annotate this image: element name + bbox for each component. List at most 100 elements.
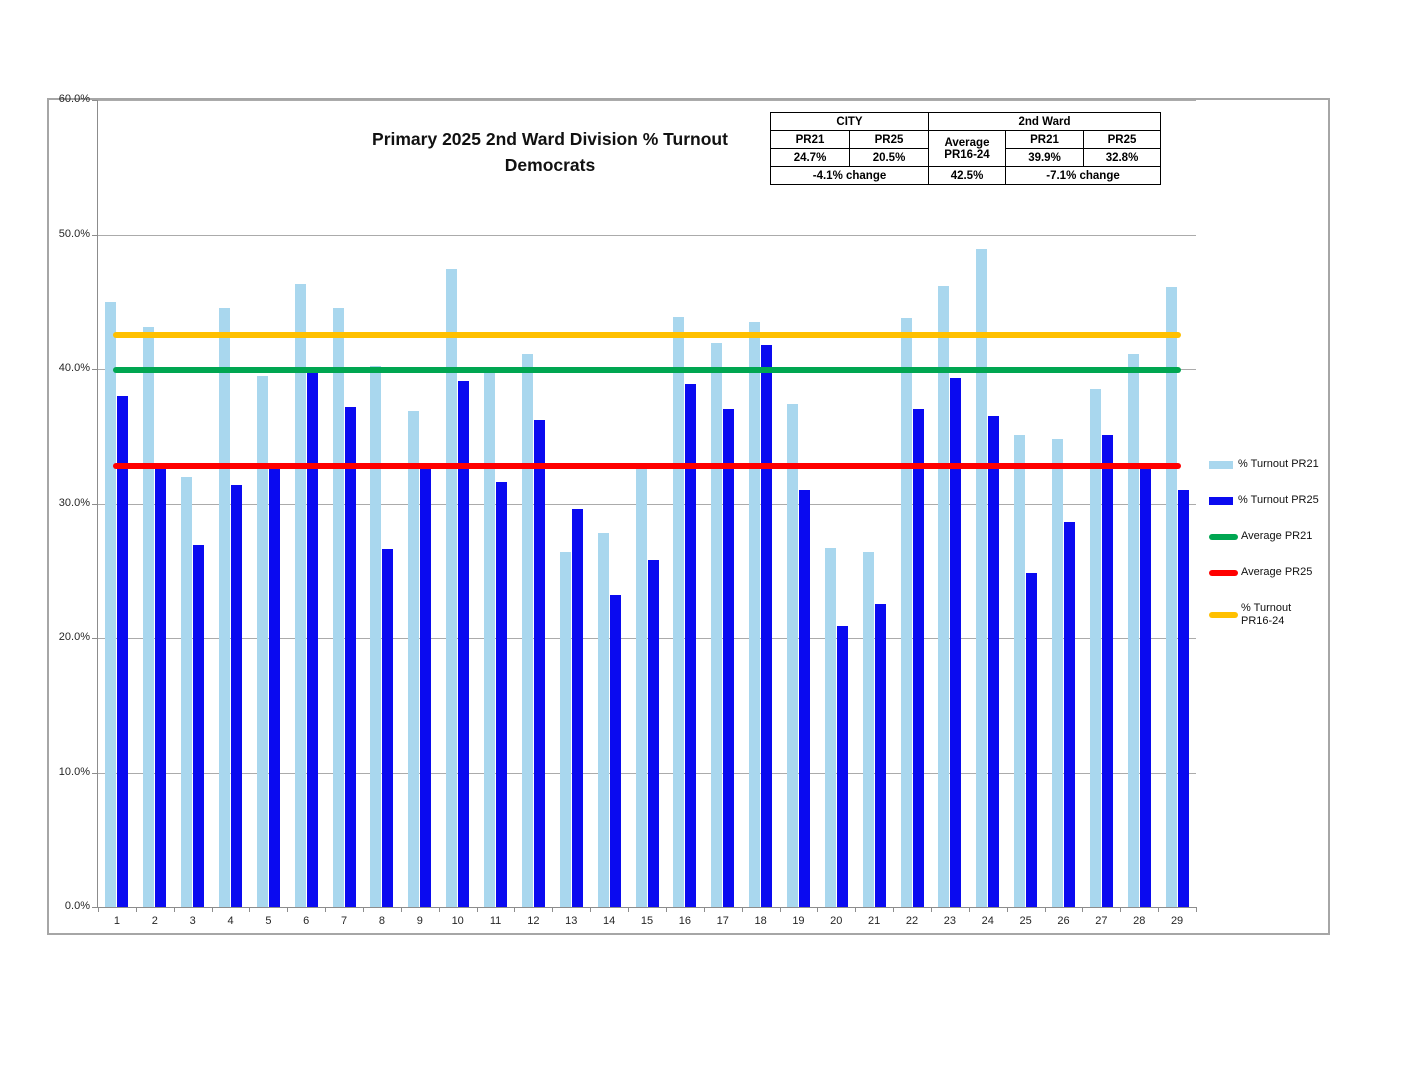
x-axis-tick xyxy=(665,907,667,912)
bar-pr21-division-7 xyxy=(332,308,344,907)
legend-label: % Turnout PR16-24 xyxy=(1241,602,1292,627)
bar-pr25-division-5 xyxy=(268,465,280,907)
bar-pr25-division-27 xyxy=(1101,434,1113,907)
bar-pr25-division-4 xyxy=(231,484,243,907)
x-axis-tick xyxy=(135,907,137,912)
bar-pr21-division-12 xyxy=(521,354,533,907)
x-axis-tick xyxy=(968,907,970,912)
y-axis-tick xyxy=(92,100,98,101)
bar-pr21-division-25 xyxy=(1014,434,1026,907)
stats-ward-avg-value: 42.5% xyxy=(928,166,1006,185)
x-axis-tick xyxy=(1120,907,1122,912)
x-axis-label-11: 11 xyxy=(489,915,502,927)
bar-pr25-division-9 xyxy=(420,465,432,907)
y-axis-tick-label: 60.0% xyxy=(58,93,90,105)
bar-pr25-division-10 xyxy=(458,381,470,907)
bar-pr25-division-28 xyxy=(1139,465,1151,907)
bar-pr21-division-19 xyxy=(786,403,798,907)
bar-pr25-division-13 xyxy=(571,508,583,907)
stats-city-pr25-value: 20.5% xyxy=(849,148,929,167)
bar-pr25-division-2 xyxy=(155,465,167,907)
bar-pr21-division-9 xyxy=(408,410,420,907)
stats-city-pr21-value: 24.7% xyxy=(770,148,850,167)
x-axis-label-6: 6 xyxy=(303,915,310,927)
bar-pr21-division-17 xyxy=(711,343,723,907)
legend-item--turnout-pr16-24: % Turnout PR16-24 xyxy=(1209,602,1303,628)
chart-title-line1: Primary 2025 2nd Ward Division % Turnout xyxy=(372,129,728,149)
bar-pr25-division-19 xyxy=(798,490,810,907)
x-axis-tick xyxy=(325,907,327,912)
x-axis-tick xyxy=(287,907,289,912)
y-axis-tick-label: 50.0% xyxy=(58,227,90,240)
bar-pr21-division-20 xyxy=(824,547,836,907)
y-axis-tick xyxy=(92,907,98,908)
x-axis-label-8: 8 xyxy=(378,915,386,927)
y-axis-tick xyxy=(92,772,98,774)
bar-pr25-division-21 xyxy=(874,604,886,907)
x-axis-tick xyxy=(173,907,175,912)
bar-pr25-division-15 xyxy=(647,560,659,907)
legend-item-average-pr21: Average PR21 xyxy=(1209,530,1312,543)
x-axis-label-19: 19 xyxy=(792,915,805,927)
y-axis-tick-label: 0.0% xyxy=(64,900,90,912)
chart-title: Primary 2025 2nd Ward Division % Turnout… xyxy=(250,126,850,178)
bar-pr21-division-1 xyxy=(105,301,117,907)
x-axis-tick xyxy=(363,907,365,912)
x-axis-tick xyxy=(552,907,554,912)
stats-avg-label-line1: Average xyxy=(944,136,990,149)
x-axis-label-12: 12 xyxy=(527,915,540,927)
legend-swatch-icon xyxy=(1209,569,1238,576)
bar-pr25-division-17 xyxy=(723,409,735,907)
x-axis-label-10: 10 xyxy=(451,915,464,927)
x-axis-label-20: 20 xyxy=(830,915,843,927)
x-axis-label-27: 27 xyxy=(1095,915,1108,927)
bar-pr25-division-23 xyxy=(950,378,962,907)
bar-pr25-division-20 xyxy=(836,625,848,907)
bar-pr25-division-1 xyxy=(117,395,129,907)
gridline-10.0% xyxy=(98,772,1196,774)
bar-pr21-division-15 xyxy=(635,468,647,907)
y-axis-tick xyxy=(92,369,98,370)
x-axis-label-28: 28 xyxy=(1133,915,1146,927)
legend-item-average-pr25: Average PR25 xyxy=(1209,566,1312,579)
bar-pr25-division-16 xyxy=(685,383,697,907)
bar-pr21-division-18 xyxy=(749,321,761,907)
stats-avg-label: Average PR16-24 xyxy=(928,130,1006,167)
x-axis-tick xyxy=(855,907,857,912)
bar-pr21-division-2 xyxy=(143,327,155,907)
average-pr25-line xyxy=(112,462,1182,469)
x-axis-label-14: 14 xyxy=(603,915,616,927)
x-axis-tick xyxy=(590,907,592,912)
x-axis-tick xyxy=(476,907,478,912)
bar-pr25-division-14 xyxy=(609,594,621,907)
x-axis-label-29: 29 xyxy=(1170,915,1184,927)
bar-pr25-division-3 xyxy=(193,545,205,907)
bar-pr25-division-8 xyxy=(382,549,394,907)
x-axis-label-23: 23 xyxy=(943,915,957,927)
x-axis-tick xyxy=(893,907,895,912)
legend-item--turnout-pr25: % Turnout PR25 xyxy=(1209,494,1319,507)
plot-area: 0.0% 10.0% 20.0% 30.0% 40.0% 50.0% 60.0% 1 2 3 4 5 6… xyxy=(59,93,1197,927)
bar-pr21-division-23 xyxy=(938,285,950,907)
x-axis-label-22: 22 xyxy=(905,915,919,927)
bar-pr21-division-11 xyxy=(484,371,496,907)
bar-pr25-division-29 xyxy=(1177,490,1189,907)
y-axis-tick-label: 20.0% xyxy=(58,631,90,643)
stats-ward-col-pr21: PR21 xyxy=(1005,130,1084,149)
x-axis-tick xyxy=(930,907,932,912)
bar-pr25-division-26 xyxy=(1063,522,1075,907)
y-axis-tick-label: 30.0% xyxy=(58,496,90,509)
x-axis-label-16: 16 xyxy=(678,915,691,927)
y-axis-tick xyxy=(92,638,98,639)
gridline-30.0% xyxy=(98,503,1196,505)
pr16-24-average-line xyxy=(112,332,1182,339)
x-axis-label-7: 7 xyxy=(341,915,348,927)
chart-title-line2: Democrats xyxy=(504,155,596,175)
x-axis-label-24: 24 xyxy=(981,915,994,927)
gridline-20.0% xyxy=(98,638,1196,639)
bar-pr25-division-18 xyxy=(761,344,773,907)
bar-pr25-division-7 xyxy=(344,406,356,907)
x-axis-tick xyxy=(817,907,819,912)
legend-swatch-icon xyxy=(1209,612,1238,618)
